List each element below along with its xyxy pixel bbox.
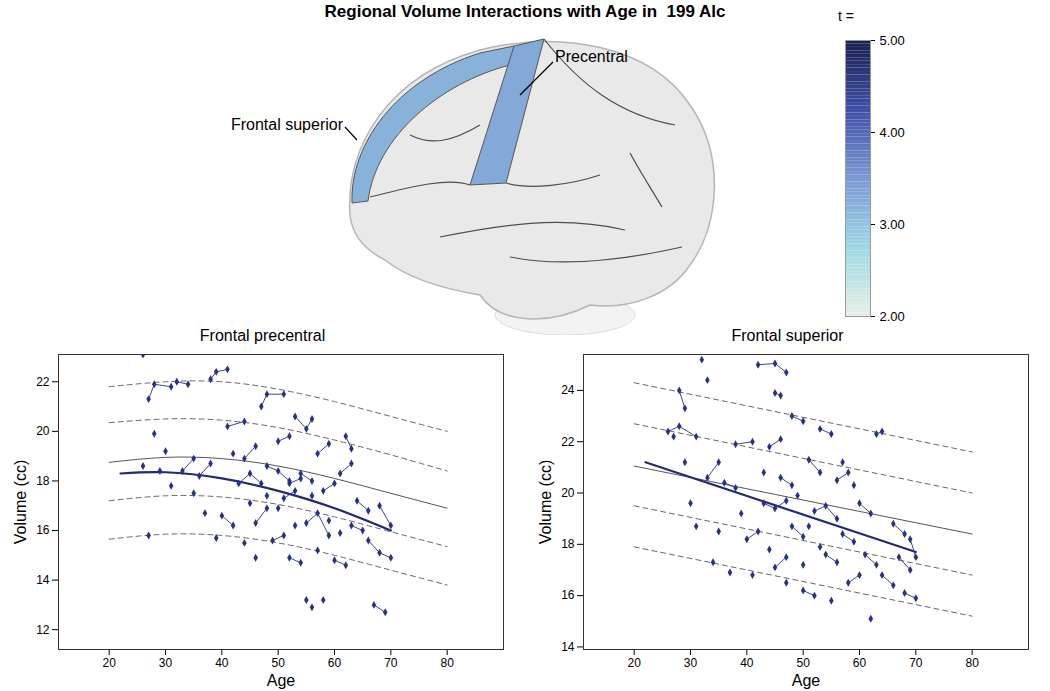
svg-text:5.00: 5.00 — [880, 33, 905, 48]
svg-text:Volume (cc): Volume (cc) — [537, 460, 554, 544]
svg-text:70: 70 — [909, 656, 923, 670]
svg-text:20: 20 — [628, 656, 642, 670]
svg-text:12: 12 — [36, 623, 50, 637]
svg-text:30: 30 — [159, 656, 173, 670]
svg-text:20: 20 — [103, 656, 117, 670]
svg-text:14: 14 — [36, 573, 50, 587]
svg-text:20: 20 — [36, 424, 50, 438]
svg-text:14: 14 — [561, 640, 575, 654]
svg-text:Age: Age — [267, 672, 296, 689]
svg-text:20: 20 — [561, 486, 575, 500]
svg-text:Frontal superior: Frontal superior — [231, 116, 344, 133]
html-text:Frontal superior: Frontal superior — [731, 327, 844, 344]
svg-text:3.00: 3.00 — [880, 217, 905, 232]
svg-text:80: 80 — [965, 656, 979, 670]
svg-text:60: 60 — [853, 656, 867, 670]
svg-text:18: 18 — [36, 474, 50, 488]
svg-text:80: 80 — [440, 656, 454, 670]
svg-text:50: 50 — [797, 656, 811, 670]
svg-text:Volume (cc): Volume (cc) — [12, 460, 29, 544]
html-text:Regional Volume Interactions w: Regional Volume Interactions with Age in… — [324, 2, 726, 21]
svg-text:40: 40 — [740, 656, 754, 670]
svg-text:70: 70 — [384, 656, 398, 670]
svg-text:16: 16 — [561, 588, 575, 602]
html-text:t =: t = — [838, 8, 854, 24]
svg-text:50: 50 — [272, 656, 286, 670]
svg-text:22: 22 — [561, 435, 575, 449]
svg-text:30: 30 — [684, 656, 698, 670]
svg-text:2.00: 2.00 — [880, 309, 905, 324]
svg-text:16: 16 — [36, 523, 50, 537]
svg-text:18: 18 — [561, 537, 575, 551]
svg-text:24: 24 — [561, 383, 575, 397]
svg-text:22: 22 — [36, 375, 50, 389]
html-text:Frontal precentral: Frontal precentral — [199, 327, 326, 344]
svg-text:4.00: 4.00 — [880, 125, 905, 140]
svg-text:Age: Age — [792, 672, 821, 689]
svg-text:Precentral: Precentral — [555, 48, 628, 65]
svg-text:40: 40 — [215, 656, 229, 670]
svg-text:60: 60 — [328, 656, 342, 670]
